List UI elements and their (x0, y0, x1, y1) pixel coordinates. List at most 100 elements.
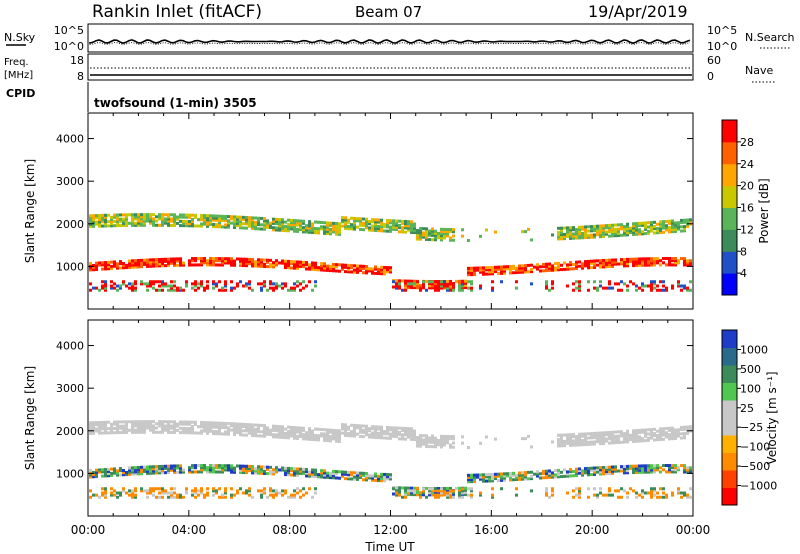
power-cell (305, 230, 308, 234)
power-cell (395, 221, 398, 225)
power-cell (89, 268, 92, 272)
velocity-cell (275, 493, 278, 497)
power-cell (632, 261, 635, 265)
velocity-cell (623, 465, 626, 469)
velocity-cell (569, 437, 572, 441)
freq-label-line2: [MHz] (4, 70, 33, 81)
velocity-cell (467, 480, 470, 484)
velocity-cell (338, 433, 341, 437)
power-cell (206, 220, 209, 224)
power-cell (437, 286, 440, 290)
velocity-cell (605, 493, 608, 497)
velocity-cell (560, 475, 563, 479)
velocity-cell (89, 427, 92, 431)
power-cell (158, 260, 161, 264)
power-cell (233, 286, 236, 290)
power-cell (410, 226, 413, 230)
power-cell (326, 223, 329, 227)
power-cell (677, 227, 680, 231)
noise-left-label: N.Sky (4, 31, 36, 44)
velocity-cell (323, 436, 326, 440)
power-cell (182, 224, 185, 228)
velocity-cell (206, 423, 209, 427)
power-cell (152, 221, 155, 225)
velocity-cell (605, 465, 608, 469)
velocity-cell (257, 467, 260, 471)
velocity-cell (653, 489, 656, 493)
velocity-cell (122, 431, 125, 435)
velocity-cell (635, 433, 638, 437)
power-cell (626, 233, 629, 237)
power-cell (101, 216, 104, 220)
power-cell (425, 231, 428, 235)
velocity-cell (377, 431, 380, 435)
velocity-cell (233, 424, 236, 428)
velocity-cell (398, 486, 401, 490)
velocity-cell (659, 470, 662, 474)
velocity-cell (149, 487, 152, 491)
power-cell (128, 286, 131, 290)
velocity-cell (194, 489, 197, 493)
power-cell (314, 231, 317, 235)
power-cell (110, 280, 113, 284)
power-cell (575, 236, 578, 240)
power-cell (674, 263, 677, 267)
velocity-cell (281, 429, 284, 433)
velocity-cell (218, 428, 221, 432)
power-cell (683, 261, 686, 265)
power-cell (659, 220, 662, 224)
power-cell (416, 280, 419, 284)
x-axis-label: Time UT (364, 540, 415, 554)
power-cell (389, 227, 392, 231)
velocity-cell (410, 435, 413, 439)
velocity-cell (188, 429, 191, 433)
velocity-cell (239, 426, 242, 430)
velocity-cell (224, 421, 227, 425)
power-cell (251, 227, 254, 231)
velocity-cell (647, 470, 650, 474)
velocity-cell (257, 425, 260, 429)
velocity-cell (449, 435, 452, 439)
power-cell (236, 221, 239, 225)
power-cell (122, 280, 125, 284)
power-cell (626, 222, 629, 226)
velocity-cell (572, 435, 575, 439)
velocity-cell (647, 436, 650, 440)
velocity-cell (335, 435, 338, 439)
velocity-cell (479, 493, 482, 497)
velocity-cell (677, 466, 680, 470)
power-cell (671, 221, 674, 225)
velocity-cell (401, 433, 404, 437)
power-cell (263, 262, 266, 266)
velocity-cell (644, 434, 647, 438)
velocity-cell (578, 437, 581, 441)
velocity-cell (458, 493, 461, 497)
power-cell (269, 221, 272, 225)
power-cell (203, 259, 206, 263)
velocity-cell (467, 493, 470, 497)
power-cell (599, 265, 602, 269)
velocity-cell (392, 432, 395, 436)
power-cell (143, 282, 146, 286)
velocity-cell (653, 438, 656, 442)
velocity-cell (437, 438, 440, 442)
velocity-cell (299, 467, 302, 471)
velocity-cell (668, 435, 671, 439)
velocity-cell (428, 445, 431, 449)
power-cell (170, 261, 173, 265)
velocity-cell (200, 468, 203, 472)
velocity-cell (194, 431, 197, 435)
velocity-cell (113, 431, 116, 435)
power-cell (599, 259, 602, 263)
velocity-cell (164, 491, 167, 495)
power-cell (671, 257, 674, 261)
power-cell (665, 228, 668, 232)
velocity-cell (131, 430, 134, 434)
velocity-cell (479, 473, 482, 477)
power-cell (671, 223, 674, 227)
power-cell (305, 226, 308, 230)
power-cell (206, 263, 209, 267)
noise-panel: N.Sky 10^5 10^0 10^5 10^0 N.Search (4, 23, 795, 53)
velocity-cell (251, 434, 254, 438)
power-cell (158, 284, 161, 288)
